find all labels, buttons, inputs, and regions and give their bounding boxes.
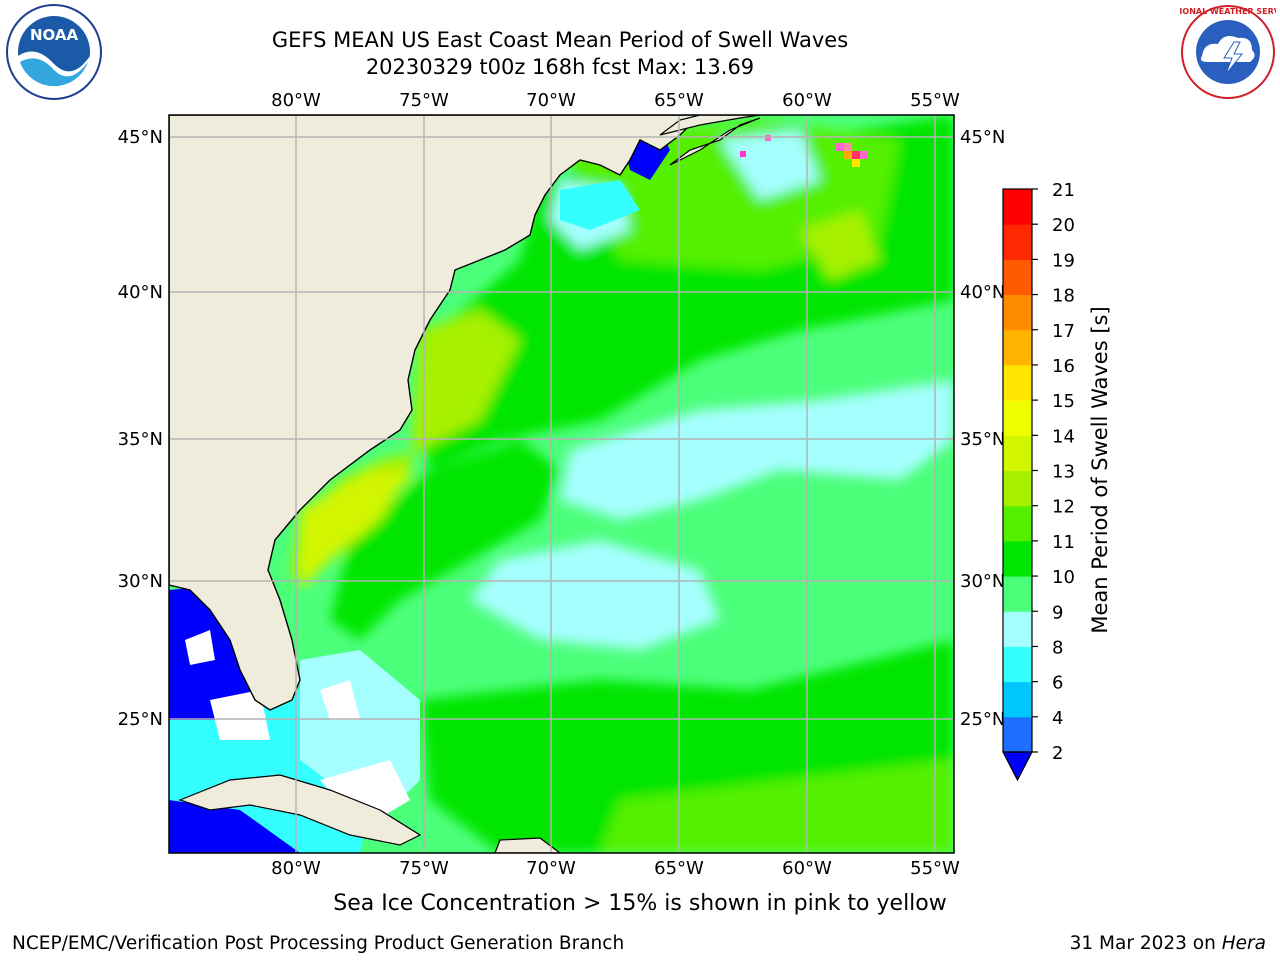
lon-label-bottom: 75°W bbox=[399, 858, 449, 879]
lon-label-bottom: 65°W bbox=[654, 858, 704, 879]
nova-scotia-land bbox=[659, 115, 761, 136]
colorbar-tick-label: 19 bbox=[1052, 250, 1075, 271]
colorbar-segment bbox=[1003, 540, 1032, 577]
colorbar-tick-label: 12 bbox=[1052, 497, 1075, 518]
colorbar-segment bbox=[1003, 716, 1032, 753]
map-frame bbox=[168, 114, 955, 854]
swell-contours bbox=[290, 115, 954, 853]
gulf-below-range bbox=[169, 585, 260, 720]
colorbar-segment bbox=[1003, 224, 1032, 260]
longitude-labels-top: 80°W 75°W 70°W 65°W 60°W 55°W bbox=[271, 90, 960, 111]
lat-label-left: 25°N bbox=[118, 709, 163, 730]
credit-text: NCEP/EMC/Verification Post Processing Pr… bbox=[12, 933, 625, 954]
colorbar-tick-label: 4 bbox=[1052, 708, 1063, 729]
nws-ring-text: NATIONAL WEATHER SERVICE bbox=[1180, 7, 1276, 16]
colorbar-tick-label: 2 bbox=[1052, 743, 1063, 764]
map-title: GEFS MEAN US East Coast Mean Period of S… bbox=[271, 28, 849, 52]
colorbar-tick-label: 11 bbox=[1052, 532, 1075, 553]
colorbar-segment bbox=[1003, 611, 1032, 647]
colorbar-segment bbox=[1003, 576, 1032, 612]
lat-label-left: 30°N bbox=[118, 571, 163, 592]
longitude-labels-bottom: 80°W 75°W 70°W 65°W 60°W 55°W bbox=[271, 858, 960, 879]
colorbar-segment bbox=[1003, 364, 1032, 401]
colorbar-tick-label: 20 bbox=[1052, 215, 1075, 236]
noaa-logo: NOAA bbox=[6, 4, 102, 100]
lat-label-right: 35°N bbox=[960, 429, 1005, 450]
latitude-labels-left: 45°N 40°N 35°N 30°N 25°N bbox=[118, 127, 163, 730]
machine-name: Hera bbox=[1221, 933, 1266, 954]
lon-label-top: 60°W bbox=[782, 90, 832, 111]
lat-label-left: 45°N bbox=[118, 127, 163, 148]
colorbar-tick-label: 8 bbox=[1052, 637, 1063, 658]
cuba-land bbox=[178, 774, 422, 846]
colorbar-tick-label: 21 bbox=[1052, 180, 1075, 201]
colorbar-label: Mean Period of Swell Waves [s] bbox=[1088, 306, 1112, 633]
colorbar-segment bbox=[1003, 294, 1032, 331]
lon-label-top: 55°W bbox=[910, 90, 960, 111]
colorbar-segment bbox=[1003, 505, 1032, 542]
graticule bbox=[169, 115, 954, 853]
colorbar-tick-label: 18 bbox=[1052, 286, 1075, 307]
colorbar-tick-label: 17 bbox=[1052, 321, 1075, 342]
lat-label-left: 35°N bbox=[118, 429, 163, 450]
date-stamp: 31 Mar 2023 on Hera bbox=[1070, 933, 1266, 954]
colorbar: 2 4 6 8 9 10 11 12 13 14 15 16 17 18 19 20 21 bbox=[1002, 180, 1075, 782]
latitude-labels-right: 45°N 40°N 35°N 30°N 25°N bbox=[960, 127, 1005, 730]
noaa-logo-text: NOAA bbox=[30, 26, 79, 44]
colorbar-tick-label: 16 bbox=[1052, 356, 1075, 377]
colorbar-tick-label: 15 bbox=[1052, 391, 1075, 412]
lon-label-bottom: 70°W bbox=[526, 858, 576, 879]
nws-logo: NATIONAL WEATHER SERVICE bbox=[1180, 5, 1276, 99]
colorbar-extend-arrow bbox=[1002, 751, 1033, 782]
caribbean-below-range bbox=[169, 800, 300, 853]
colorbar-tick-label: 6 bbox=[1052, 673, 1063, 694]
map-plot-area bbox=[169, 115, 954, 853]
lon-label-top: 65°W bbox=[654, 90, 704, 111]
colorbar-tick-label: 10 bbox=[1052, 567, 1075, 588]
lat-label-right: 45°N bbox=[960, 127, 1005, 148]
lon-label-bottom: 60°W bbox=[782, 858, 832, 879]
colorbar-segment bbox=[1003, 400, 1032, 436]
lat-label-right: 30°N bbox=[960, 571, 1005, 592]
lat-label-right: 40°N bbox=[960, 282, 1005, 303]
lat-label-right: 25°N bbox=[960, 709, 1005, 730]
colorbar-segment bbox=[1003, 470, 1032, 507]
colorbar-tick-label: 9 bbox=[1052, 602, 1063, 623]
colorbar-segment bbox=[1003, 646, 1032, 683]
lon-label-top: 70°W bbox=[526, 90, 576, 111]
lon-label-bottom: 80°W bbox=[271, 858, 321, 879]
colorbar-tick-label: 13 bbox=[1052, 462, 1075, 483]
north-america-land bbox=[169, 115, 701, 711]
colorbar-segment bbox=[1003, 189, 1032, 225]
lat-label-left: 40°N bbox=[118, 282, 163, 303]
colorbar-segment bbox=[1003, 329, 1032, 366]
map-subtitle: 20230329 t00z 168h fcst Max: 13.69 bbox=[365, 55, 755, 79]
sea-ice-note: Sea Ice Concentration > 15% is shown in … bbox=[333, 891, 947, 916]
lon-label-top: 80°W bbox=[271, 90, 321, 111]
lon-label-top: 75°W bbox=[399, 90, 449, 111]
colorbar-tick-label: 14 bbox=[1052, 426, 1075, 447]
date-text: 31 Mar 2023 on bbox=[1069, 933, 1216, 954]
colorbar-segment bbox=[1003, 681, 1032, 718]
hispaniola-land bbox=[494, 837, 561, 853]
colorbar-segment bbox=[1003, 259, 1032, 296]
lon-label-bottom: 55°W bbox=[910, 858, 960, 879]
colorbar-segment bbox=[1003, 435, 1032, 471]
